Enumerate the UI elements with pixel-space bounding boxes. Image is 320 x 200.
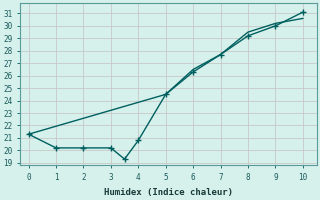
X-axis label: Humidex (Indice chaleur): Humidex (Indice chaleur) xyxy=(104,188,233,197)
